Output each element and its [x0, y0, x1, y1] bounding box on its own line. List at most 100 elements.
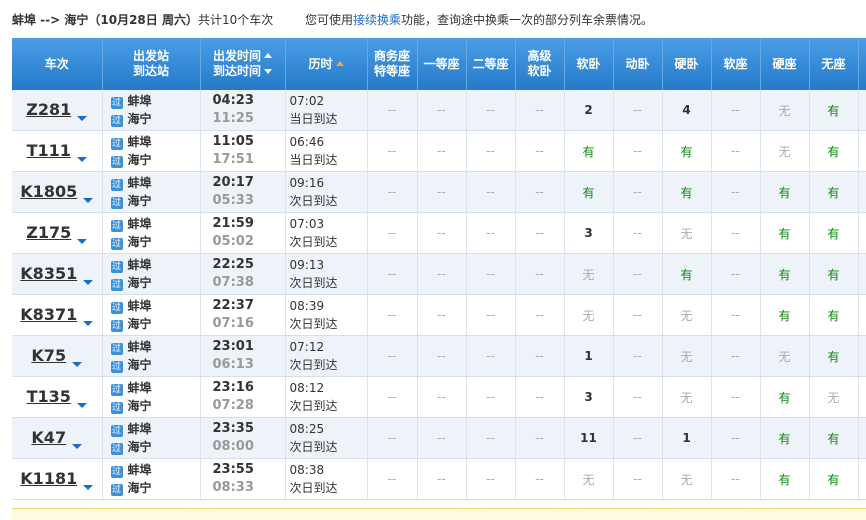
seat-availability: -- — [613, 212, 663, 254]
seat-availability: 有 — [760, 294, 810, 336]
station-tag: 过 — [110, 220, 123, 232]
train-row: K1805 过蚌埠过海宁 20:17 05:33 09:16 次日到达 -- -- -- -- 有 -… — [12, 171, 866, 213]
column-header[interactable]: 历时 — [285, 38, 368, 90]
seat-availability: -- — [367, 171, 418, 213]
arrival-day: 次日到达 — [289, 358, 338, 372]
train-number[interactable]: K47 — [31, 427, 67, 447]
train-number[interactable]: K8351 — [20, 263, 78, 283]
station-cell: 过蚌埠过海宁 — [102, 376, 201, 418]
station-tag: 过 — [110, 97, 123, 109]
seat-availability-extra — [858, 212, 866, 254]
station-tag: 过 — [110, 197, 123, 209]
seat-availability: -- — [466, 253, 516, 295]
station-name: 蚌埠 — [127, 299, 152, 313]
seat-availability: -- — [466, 458, 516, 500]
train-number[interactable]: K75 — [31, 345, 67, 365]
duration-cell: 09:16 次日到达 — [285, 171, 368, 213]
header-line: 到达时间 — [201, 64, 285, 79]
train-number[interactable]: Z175 — [26, 222, 72, 242]
tip-text: 功能，查询途中换乘一次的部分列车余票情况。 — [401, 13, 654, 27]
seat-availability: -- — [466, 90, 516, 131]
header-text: 一等座 — [423, 56, 460, 71]
seat-availability: 有 — [809, 212, 859, 254]
header-text: 出发站 — [132, 49, 169, 63]
seat-availability-extra — [858, 294, 866, 336]
seat-availability: 有 — [809, 417, 859, 459]
arrival-day: 次日到达 — [289, 235, 338, 249]
seat-availability: 无 — [760, 90, 810, 131]
expand-arrow[interactable] — [72, 361, 83, 367]
expand-arrow[interactable] — [76, 156, 87, 162]
depart-time: 23:35 — [212, 421, 254, 436]
station-line: 过海宁 — [110, 110, 200, 128]
transfer-link[interactable]: 接续换乘 — [353, 13, 402, 27]
seat-availability: -- — [466, 376, 516, 418]
station-tag: 过 — [110, 261, 123, 273]
sort-arrow — [264, 69, 272, 74]
column-header: 出发站 到达站 — [102, 38, 201, 90]
station-line: 过蚌埠 — [110, 420, 200, 438]
station-tag: 过 — [110, 115, 123, 127]
station-tag: 过 — [110, 302, 123, 314]
seat-availability-extra — [858, 335, 866, 377]
station-line: 过海宁 — [110, 233, 200, 251]
header-text: 二等座 — [472, 56, 509, 71]
seat-availability: -- — [417, 212, 467, 254]
expand-arrow[interactable] — [83, 197, 94, 203]
expand-arrow[interactable] — [83, 484, 94, 490]
time-cell: 23:55 08:33 — [200, 458, 286, 500]
header-line: 硬卧 — [663, 57, 711, 72]
header-line: 车次 — [12, 57, 102, 72]
seat-availability: -- — [417, 335, 467, 377]
arrive-time: 07:28 — [212, 398, 254, 413]
train-number[interactable]: K8371 — [20, 304, 78, 324]
train-number[interactable]: Z281 — [26, 99, 72, 119]
time-cell: 20:17 05:33 — [200, 171, 286, 213]
expand-arrow[interactable] — [77, 238, 88, 244]
seat-availability: -- — [466, 417, 516, 459]
expand-arrow[interactable] — [83, 279, 94, 285]
train-number[interactable]: K1181 — [20, 468, 78, 488]
header-line: 软卧 — [565, 57, 613, 72]
seat-availability: 无 — [564, 458, 614, 500]
duration-cell: 07:12 次日到达 — [285, 335, 368, 377]
column-header: 车次 — [12, 38, 103, 90]
station-line: 过海宁 — [110, 438, 200, 456]
seat-availability: -- — [613, 253, 663, 295]
column-header: 硬卧 — [662, 38, 712, 90]
seat-availability: -- — [613, 130, 663, 172]
expand-arrow[interactable] — [77, 115, 88, 121]
seat-availability: 无 — [662, 294, 712, 336]
station-name: 蚌埠 — [127, 135, 152, 149]
station-cell: 过蚌埠过海宁 — [102, 130, 201, 172]
seat-availability-extra — [858, 171, 866, 213]
seat-availability: -- — [711, 294, 761, 336]
station-name: 海宁 — [127, 153, 152, 167]
duration-cell: 08:25 次日到达 — [285, 417, 368, 459]
train-row: K1181 过蚌埠过海宁 23:55 08:33 08:38 次日到达 -- -- -- -- 无 -… — [12, 458, 866, 500]
station-name: 海宁 — [127, 112, 152, 126]
column-header: 商务座 特等座 — [367, 38, 418, 90]
column-header: 软座 — [711, 38, 761, 90]
seat-availability: -- — [367, 417, 418, 459]
expand-arrow[interactable] — [72, 443, 83, 449]
time-cell: 21:59 05:02 — [200, 212, 286, 254]
train-count: 共计10个车次 — [197, 13, 274, 27]
expand-arrow[interactable] — [83, 320, 94, 326]
station-tag: 过 — [110, 179, 123, 191]
column-header[interactable]: 出发时间 到达时间 — [200, 38, 286, 90]
seat-availability: -- — [367, 376, 418, 418]
station-cell: 过蚌埠过海宁 — [102, 294, 201, 336]
depart-time: 23:55 — [212, 462, 254, 477]
duration: 07:12 — [289, 340, 325, 354]
footer-strip — [12, 508, 866, 520]
train-number[interactable]: K1805 — [20, 181, 78, 201]
header-text: 软卧 — [527, 64, 552, 78]
duration: 08:25 — [289, 422, 325, 436]
duration-cell: 07:03 次日到达 — [285, 212, 368, 254]
seat-availability: -- — [466, 171, 516, 213]
expand-arrow[interactable] — [76, 402, 87, 408]
train-number[interactable]: T135 — [26, 386, 71, 406]
train-number[interactable]: T111 — [26, 140, 71, 160]
station-name: 蚌埠 — [127, 217, 152, 231]
